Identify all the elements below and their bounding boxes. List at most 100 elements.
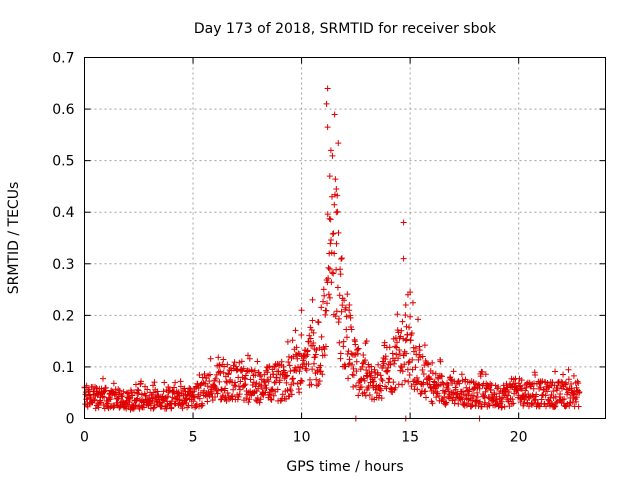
data-point bbox=[324, 211, 331, 218]
data-point bbox=[335, 315, 342, 322]
data-point bbox=[327, 240, 334, 247]
data-point bbox=[318, 304, 325, 311]
data-point bbox=[383, 368, 390, 375]
data-point bbox=[430, 378, 437, 385]
data-point bbox=[335, 140, 342, 147]
axis-ticks: 0 0.1 0.2 0.3 0.4 0.5 0.6 0.7 0 5 10 15 20 bbox=[52, 51, 606, 446]
data-point bbox=[465, 391, 472, 398]
data-point bbox=[285, 359, 292, 366]
data-point bbox=[322, 343, 329, 350]
data-point bbox=[255, 385, 262, 392]
data-point bbox=[320, 298, 327, 305]
plot-frame bbox=[84, 57, 606, 419]
data-point bbox=[237, 386, 244, 393]
data-point bbox=[268, 387, 275, 394]
data-point bbox=[284, 372, 291, 379]
data-point bbox=[93, 385, 100, 392]
data-point bbox=[328, 236, 335, 243]
x-tick-label: 10 bbox=[293, 430, 311, 446]
data-point bbox=[321, 346, 328, 353]
data-point bbox=[479, 369, 486, 376]
data-point bbox=[140, 404, 147, 411]
data-point bbox=[348, 350, 355, 357]
data-point bbox=[135, 387, 142, 394]
data-point bbox=[343, 334, 350, 341]
data-point bbox=[151, 379, 158, 386]
data-point bbox=[242, 376, 249, 383]
data-point bbox=[348, 326, 355, 333]
data-point bbox=[271, 363, 278, 370]
data-point bbox=[395, 355, 402, 362]
data-point bbox=[225, 371, 232, 378]
data-point bbox=[101, 388, 108, 395]
data-point bbox=[568, 380, 575, 387]
data-point bbox=[114, 396, 121, 403]
data-point bbox=[459, 388, 466, 395]
data-point bbox=[309, 296, 316, 303]
data-point bbox=[362, 357, 369, 364]
data-point bbox=[91, 396, 98, 403]
data-point bbox=[334, 284, 341, 291]
data-point bbox=[407, 313, 414, 320]
data-point bbox=[231, 359, 238, 366]
data-point bbox=[338, 255, 345, 262]
data-point bbox=[557, 390, 564, 397]
data-point bbox=[132, 402, 139, 409]
data-point bbox=[517, 398, 524, 405]
data-point bbox=[412, 345, 419, 352]
data-point bbox=[174, 396, 181, 403]
data-point bbox=[452, 397, 459, 404]
data-point bbox=[492, 382, 499, 389]
data-point bbox=[519, 385, 526, 392]
x-tick-label: 5 bbox=[189, 430, 198, 446]
data-point bbox=[330, 270, 337, 277]
data-point bbox=[487, 386, 494, 393]
data-point bbox=[533, 391, 540, 398]
data-point bbox=[254, 358, 261, 365]
data-point bbox=[193, 384, 200, 391]
data-point bbox=[252, 371, 259, 378]
data-point bbox=[420, 379, 427, 386]
data-point bbox=[392, 384, 399, 391]
data-point bbox=[250, 379, 257, 386]
data-point bbox=[230, 386, 237, 393]
data-point bbox=[242, 372, 249, 379]
data-point bbox=[441, 400, 448, 407]
data-point bbox=[296, 368, 303, 375]
data-point bbox=[110, 404, 117, 411]
data-point bbox=[270, 371, 277, 378]
data-point bbox=[299, 378, 306, 385]
data-point bbox=[204, 398, 211, 405]
data-point bbox=[92, 383, 99, 390]
data-point bbox=[524, 399, 531, 406]
data-point bbox=[417, 390, 424, 397]
data-point bbox=[409, 356, 416, 363]
data-point bbox=[292, 327, 299, 334]
data-point bbox=[168, 404, 175, 411]
data-point bbox=[435, 375, 442, 382]
data-point bbox=[315, 381, 322, 388]
data-point bbox=[129, 392, 136, 399]
data-point bbox=[326, 294, 333, 301]
data-point bbox=[498, 404, 505, 411]
data-point bbox=[561, 395, 568, 402]
data-point bbox=[314, 318, 321, 325]
data-point bbox=[319, 371, 326, 378]
x-axis-label: GPS time / hours bbox=[286, 459, 403, 475]
data-point bbox=[295, 350, 302, 357]
data-point bbox=[172, 379, 179, 386]
data-point bbox=[576, 389, 583, 396]
data-point bbox=[326, 173, 333, 180]
data-point bbox=[401, 361, 408, 368]
data-point bbox=[414, 386, 421, 393]
data-point bbox=[420, 371, 427, 378]
data-point bbox=[301, 352, 308, 359]
data-point bbox=[329, 269, 336, 276]
data-point bbox=[302, 365, 309, 372]
data-point bbox=[149, 397, 156, 404]
data-point bbox=[405, 359, 412, 366]
data-point bbox=[298, 332, 305, 339]
data-point bbox=[516, 382, 523, 389]
data-point bbox=[397, 367, 404, 374]
data-point bbox=[438, 373, 445, 380]
